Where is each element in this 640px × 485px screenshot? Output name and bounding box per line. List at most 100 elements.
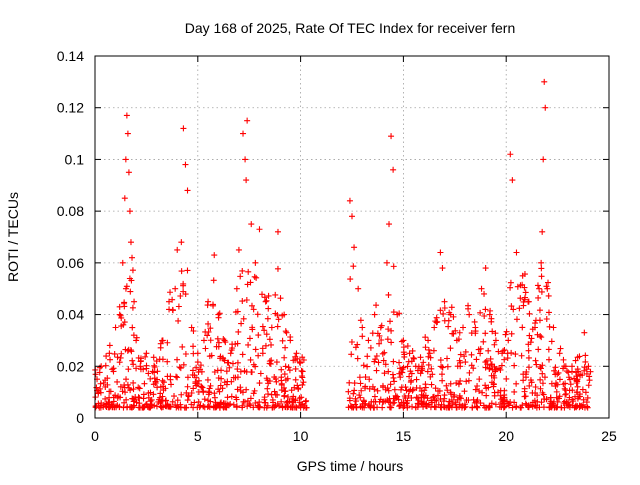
roti-point	[525, 354, 532, 361]
roti-point	[349, 213, 355, 220]
roti-point	[581, 367, 588, 374]
roti-point	[129, 267, 136, 274]
roti-point	[586, 373, 593, 380]
roti-point	[100, 379, 107, 386]
roti-point	[523, 368, 530, 375]
x-axis-label: GPS time / hours	[297, 458, 404, 474]
roti-point	[561, 385, 568, 392]
roti-point	[292, 365, 299, 372]
roti-point	[466, 369, 473, 376]
roti-point	[539, 362, 546, 369]
roti-point	[252, 346, 259, 353]
roti-point	[508, 349, 515, 356]
roti-point	[129, 324, 136, 331]
roti-point	[205, 298, 212, 305]
roti-point	[519, 324, 526, 331]
roti-point	[581, 329, 588, 336]
roti-point	[224, 394, 231, 401]
roti-point	[346, 395, 353, 402]
roti-point	[572, 357, 579, 364]
roti-point	[417, 354, 424, 361]
roti-point	[248, 221, 255, 228]
roti-point	[418, 388, 425, 395]
roti-point	[266, 378, 273, 385]
roti-point	[482, 382, 489, 389]
roti-point	[444, 363, 451, 370]
roti-point	[531, 324, 538, 331]
roti-point	[539, 380, 546, 387]
roti-point	[197, 362, 204, 369]
roti-point	[164, 339, 171, 346]
roti-point	[210, 277, 217, 284]
roti-point	[525, 347, 532, 354]
roti-point	[507, 284, 514, 291]
roti-point	[513, 403, 520, 410]
roti-point	[447, 311, 454, 318]
roti-point	[268, 341, 275, 348]
roti-point	[474, 397, 481, 404]
roti-point	[538, 288, 545, 295]
roti-point	[217, 382, 224, 389]
roti-point	[264, 385, 271, 392]
roti-point	[455, 380, 462, 387]
roti-point	[286, 367, 293, 374]
roti-point	[563, 390, 570, 397]
roti-point	[376, 340, 383, 347]
roti-point	[96, 364, 103, 371]
roti-point	[350, 390, 357, 397]
roti-point	[117, 383, 124, 390]
roti-point	[228, 347, 235, 354]
roti-point	[423, 403, 430, 410]
roti-point	[201, 396, 208, 403]
roti-point	[125, 366, 132, 373]
roti-point	[143, 365, 150, 372]
roti-point	[528, 335, 535, 342]
roti-point	[574, 354, 581, 361]
roti-point	[538, 265, 545, 272]
roti-point	[287, 337, 294, 344]
roti-point	[536, 307, 543, 314]
roti-point	[286, 398, 293, 405]
roti-point	[385, 387, 392, 394]
roti-point	[482, 330, 489, 337]
roti-point	[292, 353, 299, 360]
roti-point	[560, 356, 567, 363]
roti-point	[569, 368, 576, 375]
roti-point	[133, 365, 140, 372]
roti-point	[473, 403, 480, 410]
roti-point	[414, 404, 421, 411]
roti-point	[278, 366, 285, 373]
roti-point	[379, 350, 386, 357]
roti-point	[204, 376, 211, 383]
roti-point	[214, 367, 221, 374]
roti-point	[356, 392, 363, 399]
roti-point	[563, 368, 570, 375]
roti-point	[214, 335, 221, 342]
roti-point	[474, 404, 481, 411]
roti-point	[229, 360, 236, 367]
roti-point	[569, 387, 576, 394]
roti-point	[255, 403, 262, 410]
roti-point	[223, 368, 230, 375]
roti-point	[487, 362, 494, 369]
roti-point	[239, 389, 246, 396]
roti-point	[175, 303, 182, 310]
roti-point	[239, 298, 246, 305]
roti-point	[574, 376, 581, 383]
roti-point	[567, 376, 573, 383]
roti-point	[162, 397, 169, 404]
roti-point	[228, 393, 235, 400]
roti-point	[356, 374, 363, 381]
roti-point	[556, 350, 563, 357]
roti-point	[409, 403, 416, 410]
roti-point	[194, 359, 201, 366]
roti-point	[136, 400, 143, 407]
roti-point	[116, 359, 123, 366]
roti-point	[178, 268, 185, 275]
roti-point	[409, 387, 416, 394]
roti-point	[221, 403, 228, 410]
roti-point	[422, 381, 429, 388]
roti-point	[457, 377, 464, 384]
roti-point	[548, 338, 555, 345]
roti-point	[274, 391, 281, 398]
